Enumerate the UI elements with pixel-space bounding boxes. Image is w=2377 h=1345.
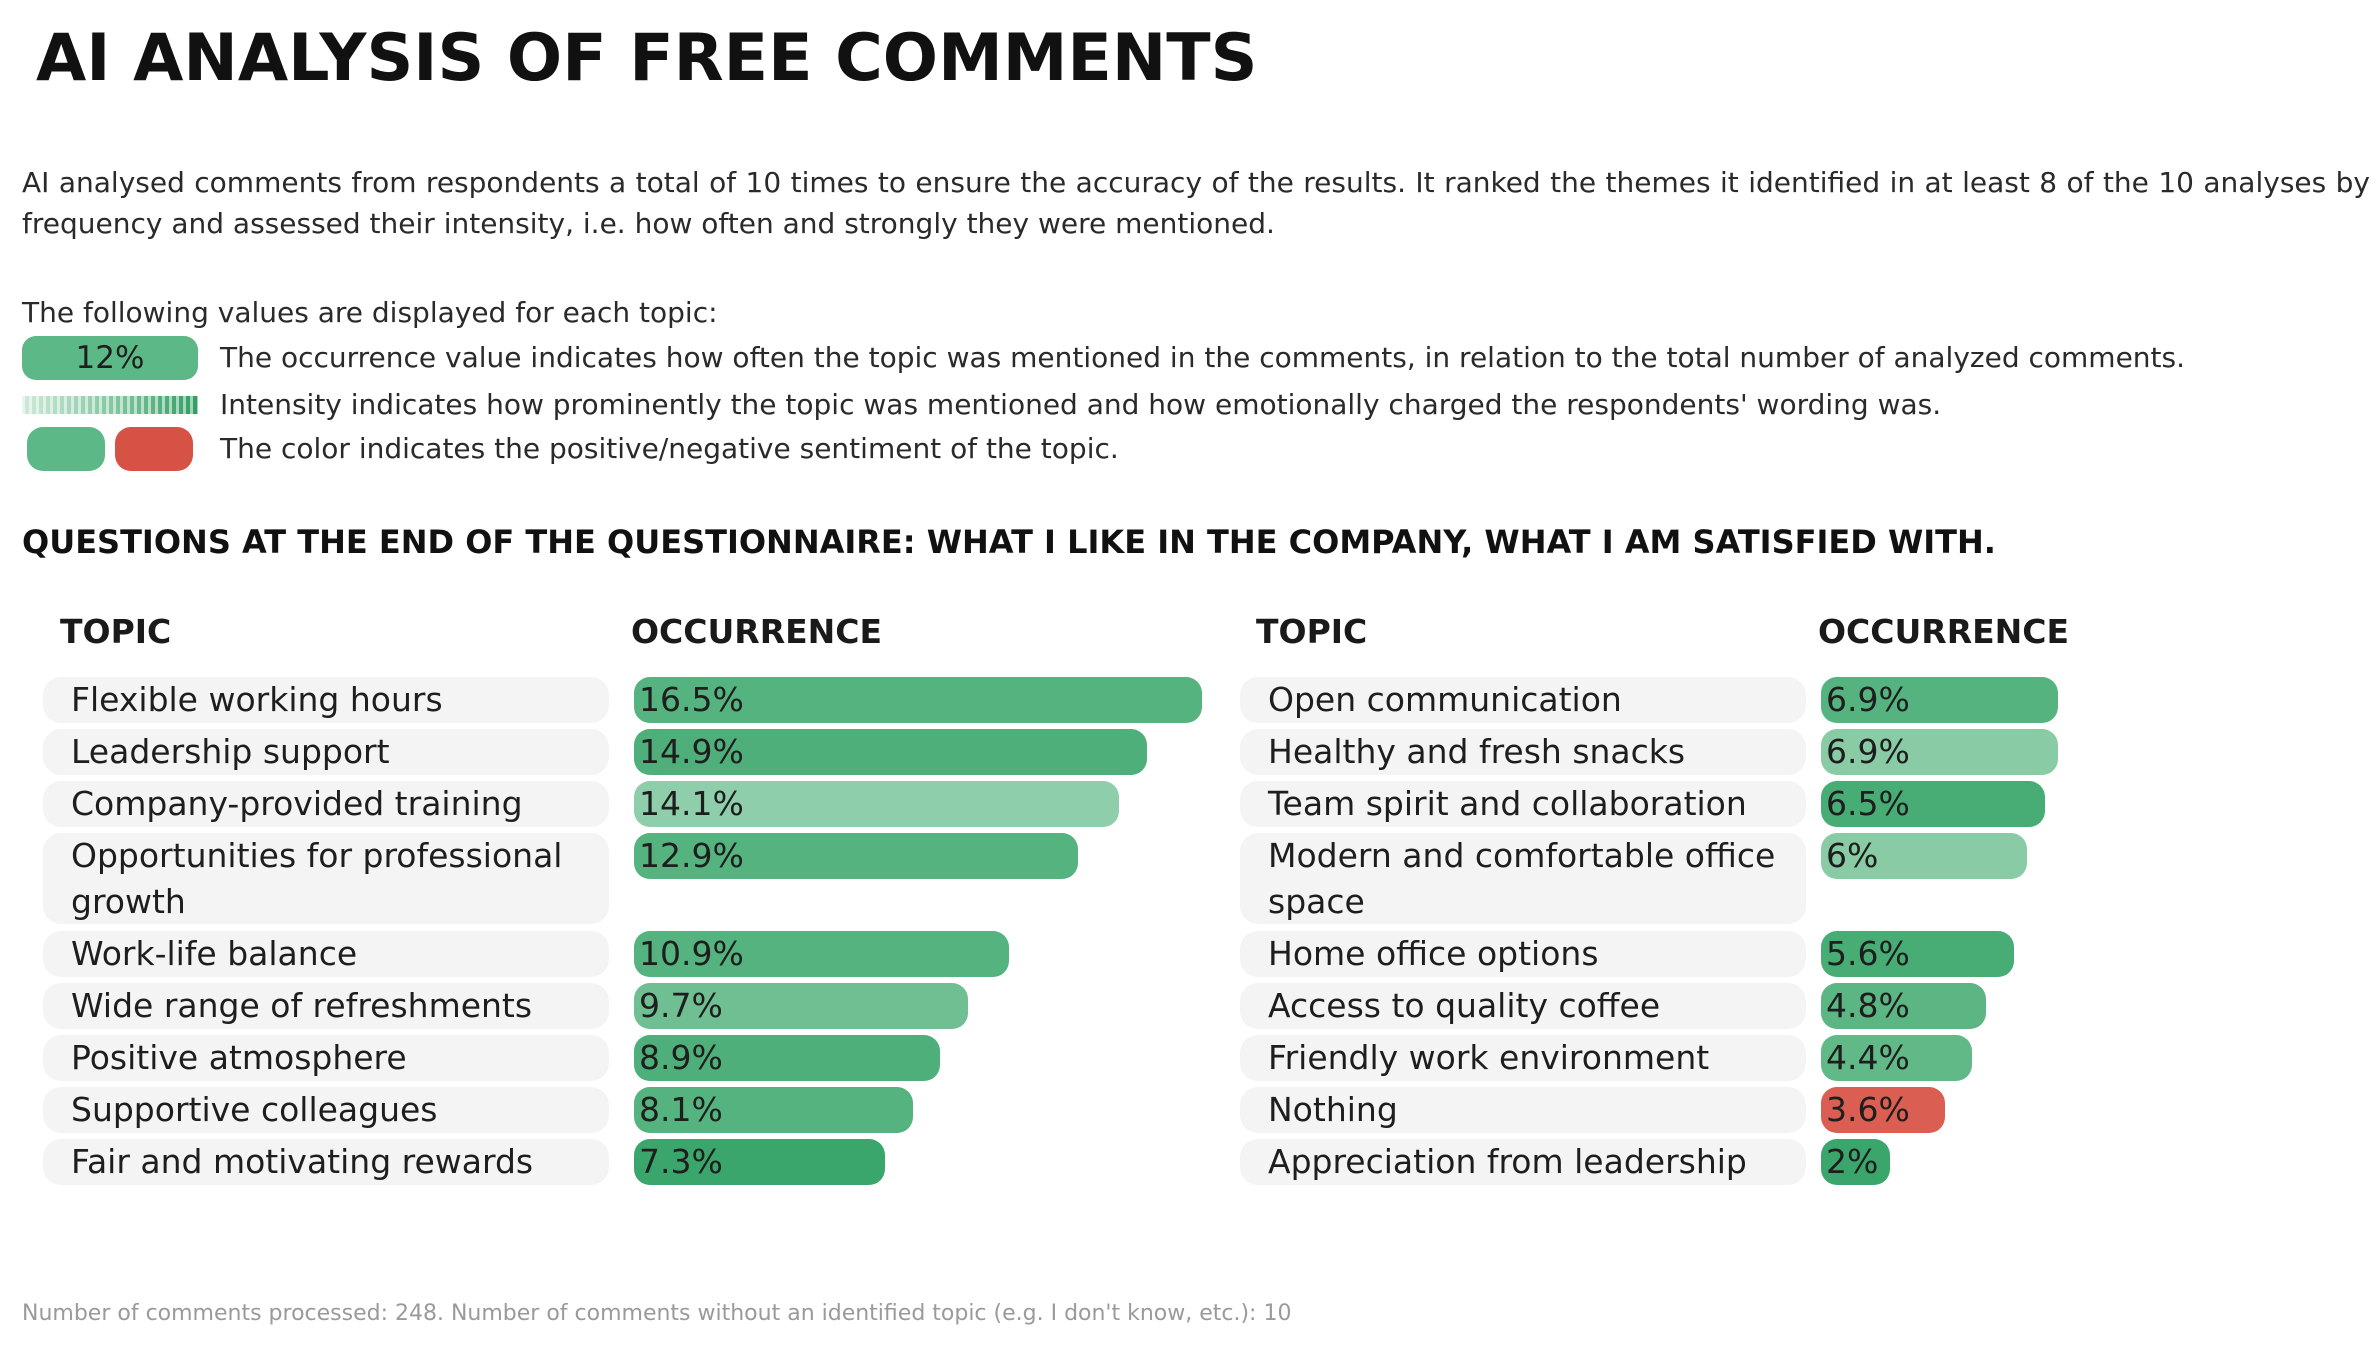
topic-label: Appreciation from leadership [1240, 1139, 1806, 1185]
left-topic-header: TOPIC [60, 612, 172, 651]
legend-sentiment-text: The color indicates the positive/negativ… [220, 432, 1119, 465]
occurrence-bar: 8.9% [634, 1035, 940, 1081]
section-title: QUESTIONS AT THE END OF THE QUESTIONNAIR… [22, 523, 1996, 561]
topic-label: Home office options [1240, 931, 1806, 977]
left-occurrence-header: OCCURRENCE [631, 612, 883, 651]
topic-label: Opportunities for professional growth [43, 833, 609, 924]
footnote: Number of comments processed: 248. Numbe… [22, 1301, 1292, 1326]
occurrence-bar: 6% [1821, 833, 2027, 879]
legend-occurrence-pill: 12% [22, 336, 198, 380]
occurrence-bar: 12.9% [634, 833, 1078, 879]
topic-label: Open communication [1240, 677, 1806, 723]
intro-paragraph: AI analysed comments from respondents a … [22, 166, 2370, 240]
occurrence-bar: 14.9% [634, 729, 1147, 775]
legend-occurrence-text: The occurrence value indicates how often… [220, 341, 2186, 374]
occurrence-bar: 5.6% [1821, 931, 2014, 977]
legend-intensity-text: Intensity indicates how prominently the … [220, 388, 1942, 421]
legend-intro: The following values are displayed for e… [22, 296, 718, 329]
page-title: AI ANALYSIS OF FREE COMMENTS [36, 21, 1258, 96]
right-topic-header: TOPIC [1256, 612, 1368, 651]
occurrence-bar: 6.9% [1821, 677, 2058, 723]
occurrence-bar: 16.5% [634, 677, 1202, 723]
legend-positive-swatch [27, 427, 105, 471]
right-occurrence-header: OCCURRENCE [1818, 612, 2070, 651]
topic-label: Supportive colleagues [43, 1087, 609, 1133]
topic-label: Nothing [1240, 1087, 1806, 1133]
occurrence-bar: 2% [1821, 1139, 1890, 1185]
legend-occurrence-row: 12% The occurrence value indicates how o… [0, 336, 2377, 380]
topic-label: Company-provided training [43, 781, 609, 827]
topic-label: Flexible working hours [43, 677, 609, 723]
topic-label: Wide range of refreshments [43, 983, 609, 1029]
topic-label: Modern and comfortable office space [1240, 833, 1806, 924]
topic-label: Fair and motivating rewards [43, 1139, 609, 1185]
occurrence-bar: 14.1% [634, 781, 1119, 827]
topic-label: Leadership support [43, 729, 609, 775]
topic-label: Positive atmosphere [43, 1035, 609, 1081]
occurrence-bar: 9.7% [634, 983, 968, 1029]
legend-sentiment-row: The color indicates the positive/negativ… [0, 427, 2377, 471]
topic-label: Friendly work environment [1240, 1035, 1806, 1081]
occurrence-bar: 3.6% [1821, 1087, 1945, 1133]
topic-label: Team spirit and collaboration [1240, 781, 1806, 827]
occurrence-bar: 8.1% [634, 1087, 913, 1133]
occurrence-bar: 6.9% [1821, 729, 2058, 775]
occurrence-bar: 7.3% [634, 1139, 885, 1185]
topic-label: Healthy and fresh snacks [1240, 729, 1806, 775]
occurrence-bar: 4.4% [1821, 1035, 1972, 1081]
occurrence-bar: 6.5% [1821, 781, 2045, 827]
legend-negative-swatch [115, 427, 193, 471]
occurrence-bar: 4.8% [1821, 983, 1986, 1029]
legend-intensity-gradient [22, 396, 198, 414]
topic-label: Access to quality coffee [1240, 983, 1806, 1029]
legend-intensity-row: Intensity indicates how prominently the … [0, 383, 2377, 427]
occurrence-bar: 10.9% [634, 931, 1009, 977]
topic-label: Work-life balance [43, 931, 609, 977]
